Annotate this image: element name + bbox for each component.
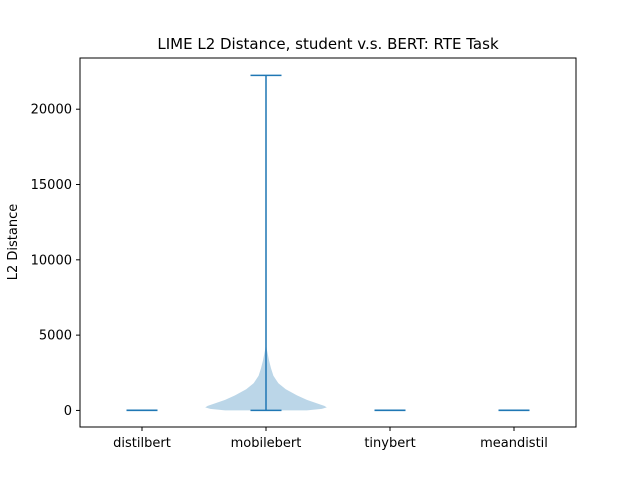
x-axis: distilbert mobilebert tinybert meandistil [113, 427, 548, 451]
plot-frame [79, 57, 577, 428]
y-tick-label: 5000 [39, 329, 72, 344]
x-tick-label: mobilebert [231, 436, 302, 451]
y-axis: 0 5000 10000 15000 20000 [31, 103, 80, 419]
x-tick-label: distilbert [113, 436, 171, 451]
y-tick-label: 0 [64, 404, 72, 419]
violin-marks [126, 74, 530, 412]
x-tick-label: tinybert [364, 436, 415, 451]
y-tick-label: 10000 [31, 253, 72, 268]
y-axis-label: L2 Distance [6, 204, 21, 281]
x-tick-label: meandistil [480, 436, 548, 451]
chart-title: LIME L2 Distance, student v.s. BERT: RTE… [157, 35, 499, 53]
y-tick-label: 20000 [31, 103, 72, 118]
y-tick-label: 15000 [31, 178, 72, 193]
